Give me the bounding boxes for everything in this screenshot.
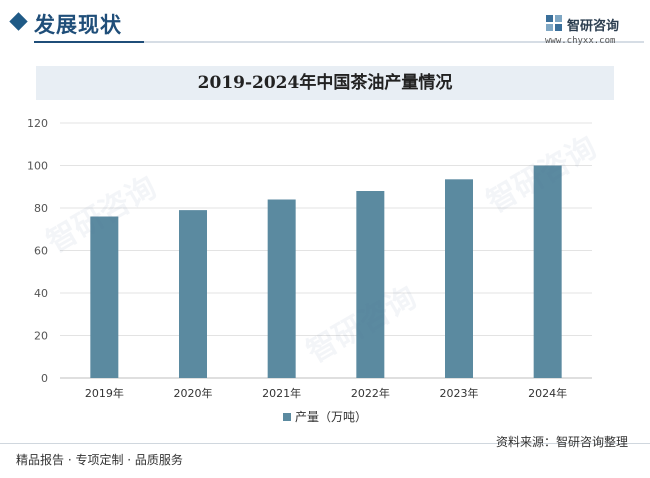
x-tick-label: 2020年 (174, 386, 213, 400)
source-note: 资料来源：智研咨询整理 (496, 435, 629, 449)
y-tick-label: 100 (27, 160, 48, 173)
chart-title-band: 2019-2024年中国茶油产量情况 (36, 66, 614, 100)
bar (533, 165, 562, 378)
legend-label: 产量（万吨） (294, 410, 367, 424)
chart-title: 2019-2024年中国茶油产量情况 (197, 73, 453, 93)
chart-legend: 产量（万吨） (0, 408, 650, 428)
y-tick-label: 20 (34, 330, 48, 343)
y-tick-label: 40 (34, 287, 48, 300)
x-tick-label: 2023年 (440, 386, 479, 400)
bar (179, 210, 207, 378)
section-title: 发展现状 (34, 12, 122, 37)
bar (90, 216, 119, 378)
x-tick-label: 2019年 (85, 386, 124, 400)
bar (267, 199, 296, 378)
footer-divider (0, 443, 650, 444)
x-tick-label: 2022年 (351, 386, 390, 400)
x-tick-label: 2021年 (262, 386, 301, 400)
x-tick-label: 2024年 (528, 386, 567, 400)
y-tick-label: 60 (34, 245, 48, 258)
logo-name: 智研咨询 (567, 19, 620, 34)
legend-swatch (282, 412, 291, 421)
y-tick-label: 0 (41, 372, 48, 385)
footer-tagline: 精品报告 · 专项定制 · 品质服务 (16, 453, 183, 467)
bar (445, 179, 473, 378)
header-divider (34, 41, 644, 43)
brand-logo: 智研咨询 www.chyxx.com (545, 14, 645, 48)
y-tick-label: 120 (27, 117, 48, 130)
y-tick-label: 80 (34, 202, 48, 215)
logo-mark-icon (546, 15, 562, 31)
page-header: 发展现状 智研咨询 www.chyxx.com (0, 0, 650, 46)
logo-url: www.chyxx.com (545, 36, 616, 46)
bar (356, 191, 385, 378)
